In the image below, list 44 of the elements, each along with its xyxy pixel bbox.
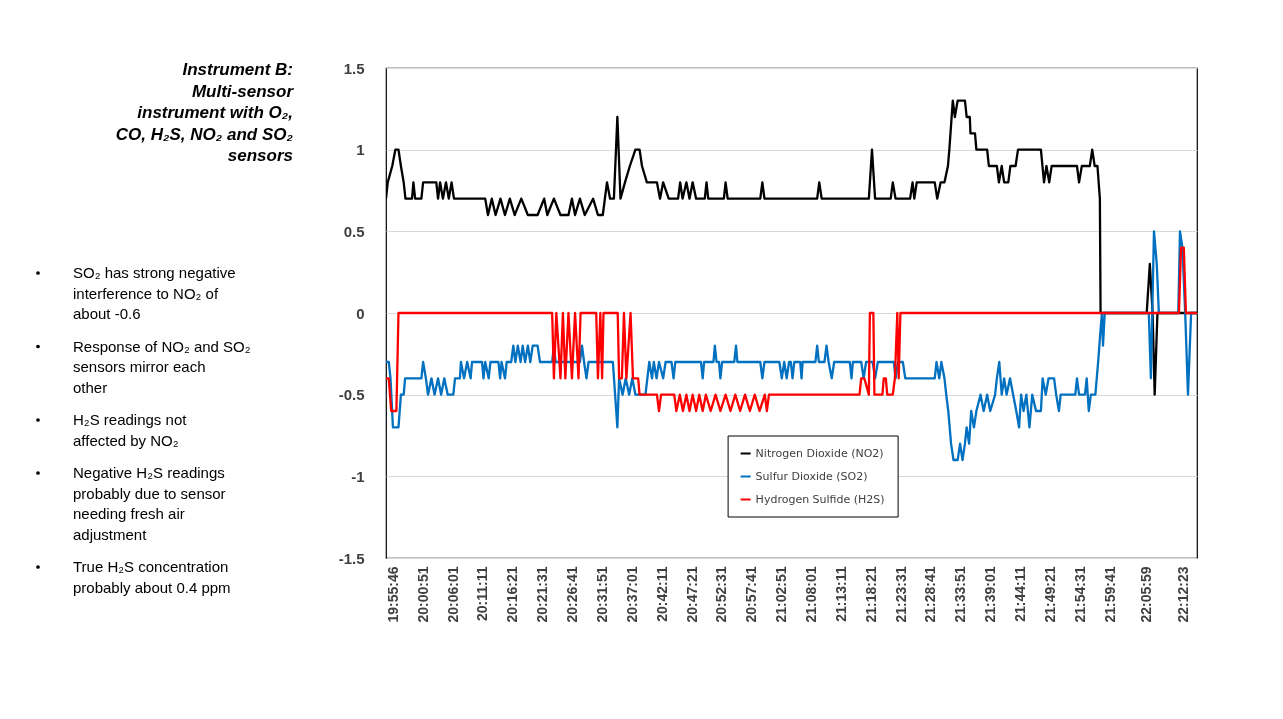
x-tick-label: 19:55:46 [385,566,402,623]
x-tick-label: 20:06:01 [444,566,461,623]
y-tick-label: 1 [356,141,365,159]
x-tick-label: 20:21:31 [534,566,551,623]
x-tick-label: 21:44:11 [1012,566,1029,622]
x-tick-label: 20:57:41 [743,566,760,623]
x-tick-label: 21:13:11 [832,566,849,622]
x-tick-label: 21:59:41 [1101,566,1118,623]
legend-label: Hydrogen Sulfide (H2S) [755,492,885,506]
legend-label: Nitrogen Dioxide (NO2) [755,446,884,460]
text: Negative H₂S readings probably due to sensor needing fresh air adjustment [73,464,226,543]
text: SO₂ has strong negative interference to NO₂ of about -0.6 [73,264,236,322]
y-tick-label: -0.5 [338,386,365,404]
x-tick-label: 21:02:51 [773,566,790,623]
text: Response of NO₂ and SO₂ sensors mirror each other [73,337,251,396]
x-tick-label: 21:28:41 [922,566,939,623]
x-tick-label: 20:26:41 [564,566,581,623]
text: Instrument B: Multi-sensor instrument with O₂, CO, H₂S, NO₂ and SO₂ sensors [115,60,295,165]
x-tick-label: 21:23:31 [892,566,909,623]
y-tick-label: -1.5 [338,549,365,567]
x-tick-label: 21:54:31 [1071,566,1088,623]
x-tick-label: 21:33:51 [952,566,969,623]
y-tick-label: 0 [356,304,365,322]
x-tick-label: 21:08:01 [802,566,819,623]
x-tick-label: 20:42:11 [653,566,670,622]
x-tick-label: 21:18:21 [862,566,879,623]
x-tick-label: 20:16:21 [504,566,521,623]
text: True H₂S concentration probably about 0.4 ppm [73,558,231,596]
y-tick-label: -1 [351,467,365,485]
legend-label: Sulfur Dioxide (SO2) [755,469,868,483]
x-tick-label: 20:31:51 [593,566,610,623]
x-tick-label: 20:00:51 [414,566,431,623]
line-series [386,246,1197,413]
x-tick-label: 22:12:23 [1175,566,1192,623]
x-tick-label: 22:05:59 [1138,566,1155,623]
x-tick-label: 20:11:11 [474,566,491,621]
text: H₂S readings not affected by NO₂ [73,411,188,449]
x-tick-label: 20:47:21 [683,566,700,623]
x-tick-label: 21:49:21 [1041,566,1058,623]
y-tick-label: 0.5 [343,222,365,240]
y-tick-label: 1.5 [343,59,365,77]
x-tick-label: 20:52:31 [713,566,730,623]
x-tick-label: 20:37:01 [623,566,640,623]
x-tick-label: 21:39:01 [982,566,999,623]
